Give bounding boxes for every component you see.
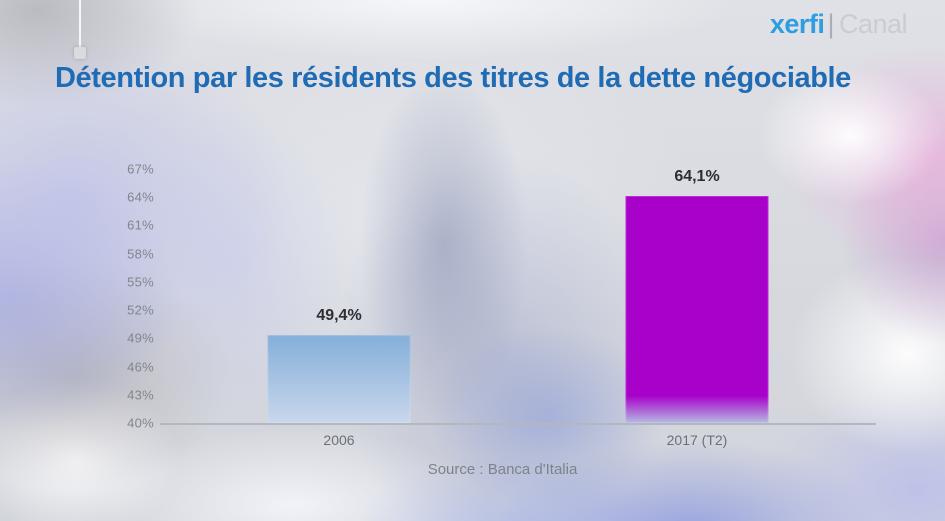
xerfi-canal-logo: xerfi | Canal [769,8,908,40]
y-tick-label: 52% [127,302,154,318]
plot-area: 49,4% 2006 64,1% 2017 (T2) [160,168,876,448]
source-caption: Source : Banca d'Italia [427,461,578,478]
logo-separator: | [827,9,834,39]
bar [267,334,411,423]
y-tick-label: 58% [127,246,154,262]
y-tick-label: 61% [127,217,154,233]
y-tick-label: 55% [127,274,154,290]
bar [625,196,769,423]
y-axis: 67% 64% 61% 58% 55% 52% 49% 46% 43% 40% [96,162,154,431]
y-tick-label: 43% [127,387,154,403]
chart-title: Détention par les résidents des titres d… [55,62,851,94]
y-tick-label: 64% [127,189,154,205]
bar-value-label: 64,1% [674,168,720,186]
y-tick-label: 49% [127,330,154,346]
bar-group: 64,1% 2017 (T2) [518,168,876,448]
x-category-label: 2006 [323,432,355,448]
marker-knob-icon [74,47,86,59]
x-category-label: 2017 (T2) [666,432,728,448]
video-marker [74,0,86,59]
y-tick-label: 46% [127,359,154,375]
y-tick-label: 40% [127,415,154,431]
y-tick-label: 67% [127,161,154,177]
logo-suffix: Canal [838,9,908,39]
bar-value-label: 49,4% [316,306,362,324]
bar-group: 49,4% 2006 [160,169,518,448]
logo-brand: xerfi [769,9,825,39]
